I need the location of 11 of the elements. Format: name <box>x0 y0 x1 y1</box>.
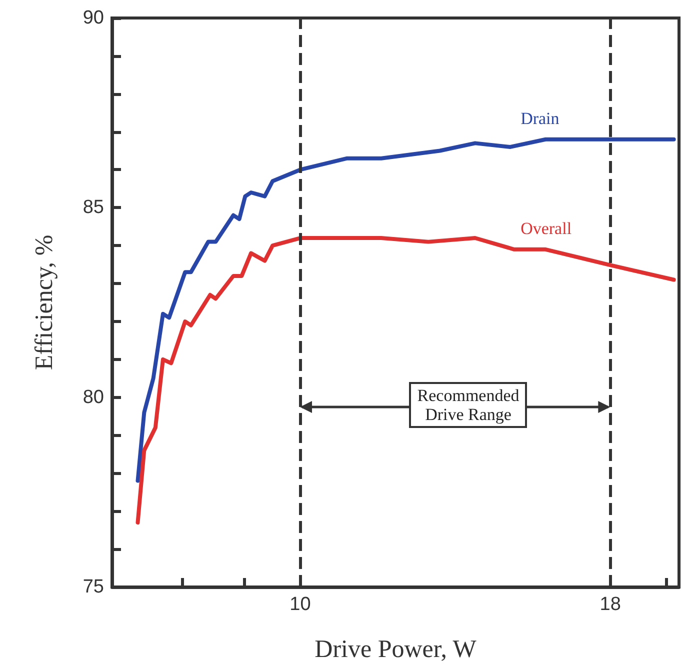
y-axis-title: Efficiency, % <box>31 234 58 370</box>
series-label: Drain <box>520 109 560 130</box>
series-label: Overall <box>520 219 572 240</box>
x-tick-label: 18 <box>600 594 621 615</box>
y-tick-label: 90 <box>82 8 104 28</box>
x-tick-label: 10 <box>290 594 311 615</box>
y-tick-label: 80 <box>82 386 104 408</box>
annotation: Recommended Drive Range <box>409 382 528 428</box>
x-axis-title: Drive Power, W <box>314 636 477 663</box>
y-tick-label: 75 <box>82 576 104 598</box>
y-tick-label: 85 <box>82 197 104 218</box>
